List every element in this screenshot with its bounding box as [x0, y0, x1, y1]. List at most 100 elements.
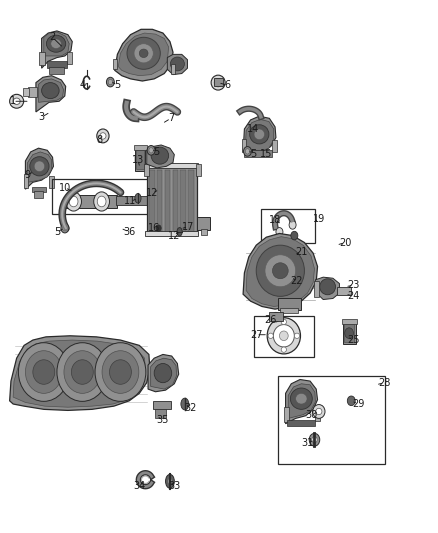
Ellipse shape	[61, 223, 69, 233]
Bar	[201, 229, 207, 235]
Ellipse shape	[97, 196, 106, 207]
Polygon shape	[39, 79, 64, 102]
Bar	[135, 149, 145, 171]
Bar	[269, 312, 283, 321]
Bar	[136, 150, 144, 169]
Polygon shape	[287, 420, 315, 426]
Text: 15: 15	[260, 149, 272, 158]
Bar	[24, 174, 28, 188]
Bar	[39, 52, 45, 65]
Ellipse shape	[108, 79, 113, 85]
Text: 17: 17	[182, 222, 194, 231]
Ellipse shape	[316, 408, 322, 415]
Polygon shape	[28, 152, 52, 182]
Text: 12: 12	[168, 231, 180, 240]
Bar	[144, 164, 149, 176]
Ellipse shape	[106, 77, 114, 87]
Text: 25: 25	[348, 335, 360, 345]
Text: 33: 33	[168, 481, 180, 491]
Polygon shape	[32, 187, 46, 192]
Polygon shape	[44, 32, 69, 56]
Polygon shape	[286, 379, 318, 424]
Text: 32: 32	[184, 403, 197, 413]
Bar	[52, 179, 161, 214]
Text: 22: 22	[291, 277, 303, 286]
Text: 31: 31	[301, 439, 314, 448]
Polygon shape	[245, 119, 274, 151]
Text: 34: 34	[133, 481, 145, 491]
Ellipse shape	[312, 437, 317, 443]
Text: 12: 12	[146, 188, 159, 198]
Bar	[116, 196, 155, 205]
Ellipse shape	[154, 188, 159, 196]
Text: 5: 5	[114, 80, 120, 90]
Polygon shape	[25, 148, 53, 189]
Polygon shape	[167, 54, 187, 75]
Ellipse shape	[168, 478, 172, 484]
Bar	[65, 195, 117, 208]
Polygon shape	[288, 384, 315, 418]
Ellipse shape	[10, 94, 24, 108]
Ellipse shape	[154, 364, 172, 383]
Bar	[28, 87, 37, 97]
Ellipse shape	[69, 196, 78, 207]
Ellipse shape	[151, 147, 169, 164]
Bar	[343, 322, 356, 344]
Polygon shape	[118, 33, 169, 76]
Ellipse shape	[18, 343, 69, 401]
Text: 10: 10	[59, 183, 71, 192]
Text: 1: 1	[10, 96, 16, 106]
Ellipse shape	[214, 78, 222, 87]
Text: 35: 35	[156, 415, 168, 425]
Ellipse shape	[181, 398, 189, 410]
Ellipse shape	[265, 255, 296, 287]
Text: 20: 20	[339, 238, 351, 247]
Ellipse shape	[51, 39, 61, 49]
Bar	[261, 209, 315, 243]
Ellipse shape	[149, 148, 153, 153]
Ellipse shape	[290, 388, 312, 409]
Ellipse shape	[170, 57, 184, 71]
Text: 8: 8	[97, 135, 103, 144]
Polygon shape	[151, 358, 177, 389]
Text: 21: 21	[295, 247, 307, 256]
Ellipse shape	[33, 360, 55, 384]
Bar	[49, 67, 64, 74]
Text: 19: 19	[313, 214, 325, 223]
Ellipse shape	[211, 75, 225, 90]
Bar	[145, 231, 198, 236]
Text: 23: 23	[348, 280, 360, 290]
Text: 27: 27	[250, 330, 262, 340]
Ellipse shape	[313, 405, 325, 418]
Text: 24: 24	[348, 291, 360, 301]
Text: 30: 30	[306, 410, 318, 419]
Ellipse shape	[320, 279, 336, 295]
Ellipse shape	[13, 98, 20, 104]
Ellipse shape	[94, 192, 110, 211]
Ellipse shape	[291, 231, 298, 240]
Bar	[165, 170, 170, 233]
Ellipse shape	[345, 328, 353, 338]
Bar	[284, 407, 289, 422]
Bar	[278, 376, 385, 464]
Text: 4: 4	[79, 80, 85, 90]
Bar	[214, 78, 223, 86]
Bar	[49, 176, 54, 188]
Bar	[34, 191, 43, 198]
Text: 14: 14	[247, 124, 259, 134]
Ellipse shape	[296, 393, 307, 404]
Ellipse shape	[57, 343, 108, 401]
Ellipse shape	[268, 333, 273, 338]
Ellipse shape	[281, 347, 286, 352]
Ellipse shape	[97, 129, 109, 143]
Ellipse shape	[244, 147, 251, 156]
Ellipse shape	[289, 221, 296, 229]
Bar	[145, 163, 198, 168]
Ellipse shape	[273, 325, 294, 347]
Ellipse shape	[156, 225, 161, 231]
Ellipse shape	[147, 146, 155, 155]
Ellipse shape	[25, 351, 62, 393]
Bar	[113, 59, 117, 69]
Ellipse shape	[267, 318, 300, 354]
Bar	[149, 170, 155, 233]
